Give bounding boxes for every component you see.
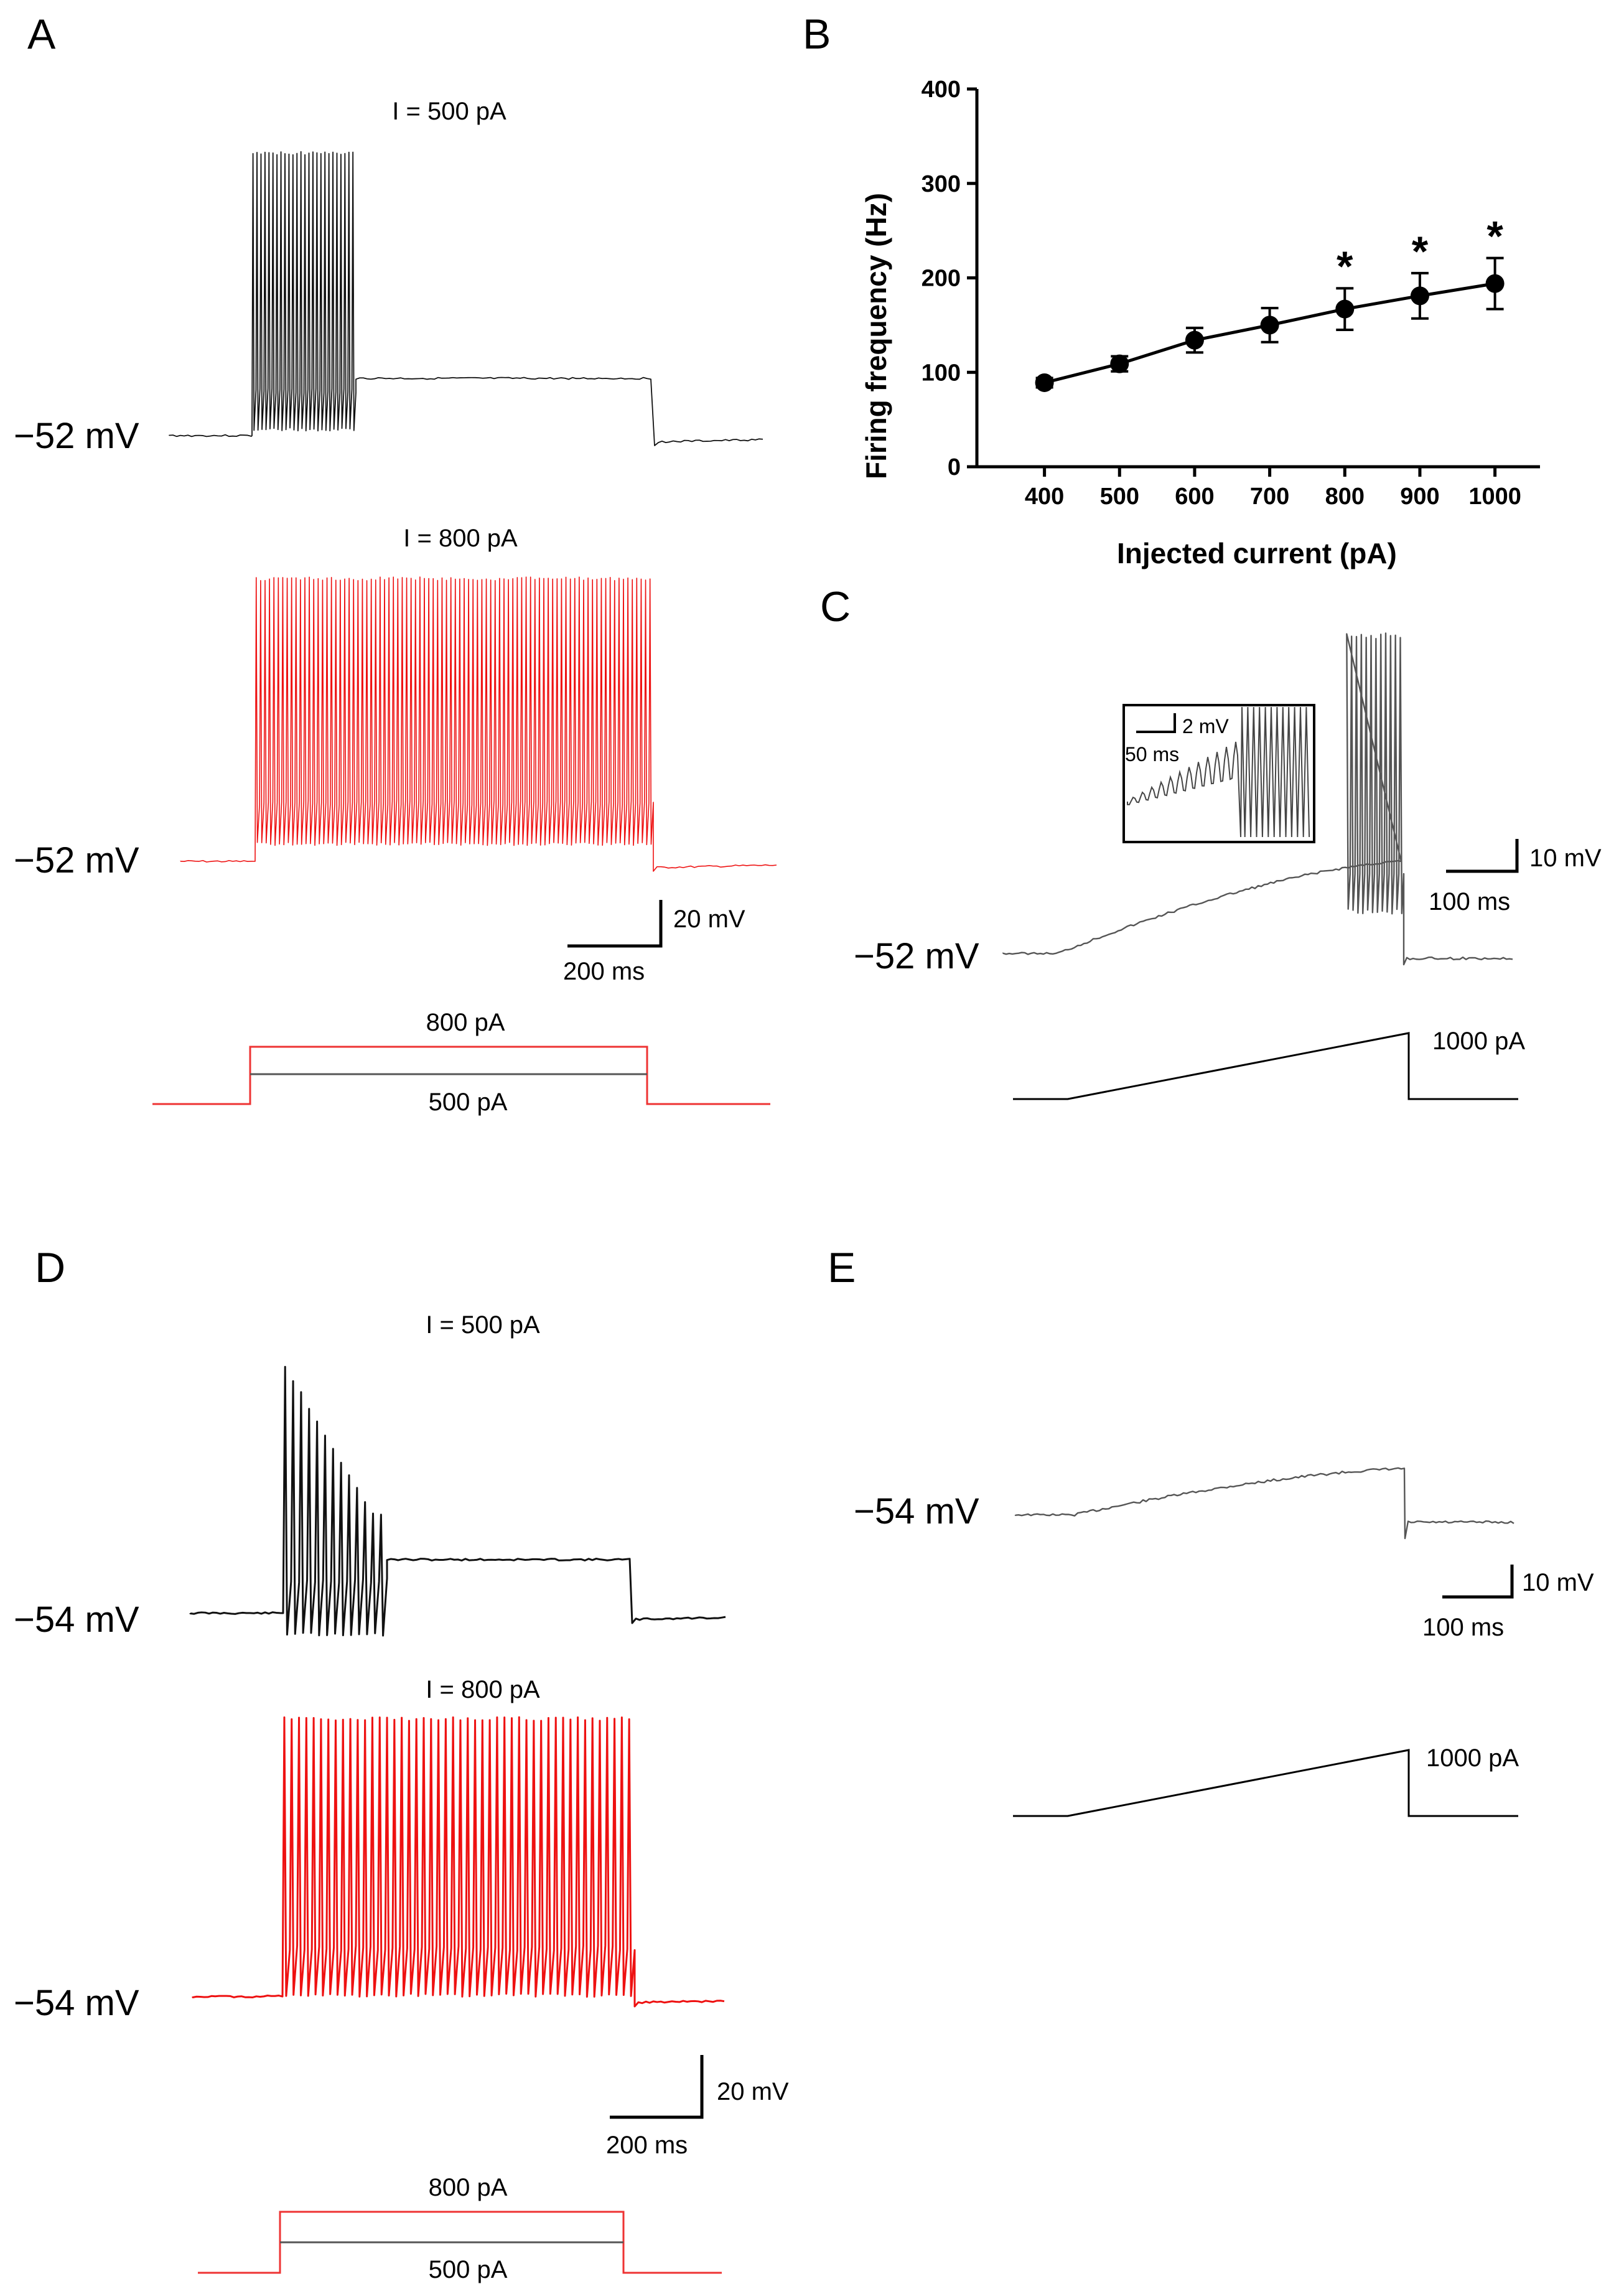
significance-star: * — [1486, 213, 1503, 260]
panel-a-vm-bottom: −52 mV — [14, 840, 139, 881]
x-tick-label: 400 — [1025, 484, 1064, 510]
panel-a-scale-t: 200 ms — [563, 958, 645, 985]
data-point — [1335, 299, 1355, 319]
significance-star: * — [1412, 228, 1429, 275]
y-tick-label: 100 — [922, 360, 961, 386]
panel-c-current-ramp — [1013, 1032, 1518, 1100]
panel-a-scale-v: 20 mV — [673, 906, 745, 933]
panel-d-step-low: 500 pA — [429, 2256, 508, 2283]
panel-c-scale-v: 10 mV — [1529, 845, 1602, 872]
panel-d-letter: D — [35, 1244, 65, 1291]
panel-c-inset-scale-v: 2 mV — [1182, 715, 1229, 737]
panel-e-vm: −54 mV — [854, 1491, 979, 1532]
y-tick-label: 200 — [922, 266, 961, 292]
data-point — [1260, 316, 1279, 335]
panel-a-step-low: 500 pA — [429, 1088, 508, 1116]
x-tick-label: 800 — [1325, 484, 1365, 510]
panel-d-trace-800pa — [192, 1716, 725, 2008]
y-tick-label: 400 — [922, 77, 961, 103]
panel-d-step-high: 800 pA — [429, 2174, 508, 2201]
panel-a-step-high: 800 pA — [426, 1009, 505, 1036]
data-point — [1110, 354, 1129, 373]
panel-e-current-ramp — [1013, 1749, 1518, 1817]
chart-y-axis-title: Firing frequency (Hz) — [860, 193, 892, 479]
panel-a-trace-500pa — [169, 151, 763, 446]
panel-d-scale-t: 200 ms — [606, 2132, 688, 2159]
panel-d-vm-bottom: −54 mV — [14, 1983, 139, 2023]
x-tick-label: 900 — [1400, 484, 1439, 510]
data-point — [1485, 274, 1505, 293]
panel-c-scale-t: 100 ms — [1429, 888, 1510, 915]
panel-c-inset — [1122, 704, 1315, 843]
panel-d-current-steps — [198, 2211, 722, 2274]
x-tick-label: 1000 — [1468, 484, 1521, 510]
panel-e-ramp-label: 1000 pA — [1426, 1744, 1519, 1772]
panel-a-top-label: I = 500 pA — [392, 98, 506, 125]
panel-e-scale-t: 100 ms — [1422, 1614, 1504, 1641]
panel-d-bottom-label: I = 800 pA — [426, 1676, 540, 1703]
panel-d-top-label: I = 500 pA — [426, 1311, 540, 1339]
panel-d-scale-bar — [610, 2055, 704, 2119]
panel-d-trace-500pa — [189, 1365, 726, 1637]
panel-d-scale-v: 20 mV — [717, 2078, 789, 2105]
x-tick-label: 600 — [1175, 484, 1214, 510]
panel-e-scale-v: 10 mV — [1522, 1569, 1594, 1596]
data-point — [1410, 286, 1429, 306]
panel-a-trace-800pa — [180, 576, 777, 872]
y-tick-label: 300 — [922, 171, 961, 197]
x-tick-label: 500 — [1100, 484, 1139, 510]
panel-e-ramp-response — [1014, 1467, 1514, 1540]
panel-a-scale-bar — [567, 900, 663, 948]
panel-a-vm-top: −52 mV — [14, 416, 139, 456]
panel-c-ramp-label: 1000 pA — [1432, 1027, 1525, 1055]
panel-d-vm-top: −54 mV — [14, 1599, 139, 1640]
panel-b-letter: B — [803, 11, 831, 58]
panel-c-vm: −52 mV — [854, 936, 979, 976]
panel-c-ramp-response — [1002, 632, 1513, 966]
panel-c-scale-bar — [1446, 839, 1519, 873]
panel-e-scale-bar — [1442, 1565, 1514, 1599]
firing-frequency-chart: 0 100 200 300 400 400 500 600 700 800 900 1000 * * * — [922, 77, 1540, 510]
panel-c-letter: C — [820, 583, 851, 630]
panel-a-bottom-label: I = 800 pA — [403, 525, 518, 552]
significance-star: * — [1337, 243, 1353, 290]
data-point — [1185, 330, 1204, 350]
chart-x-axis-title: Injected current (pA) — [1117, 537, 1397, 569]
panel-a-current-steps — [152, 1046, 770, 1105]
x-tick-label: 700 — [1250, 484, 1289, 510]
panel-c-inset-scale-t: 50 ms — [1125, 743, 1179, 765]
data-point — [1035, 373, 1054, 392]
panel-a-letter: A — [27, 11, 56, 58]
panel-e-letter: E — [828, 1244, 856, 1291]
y-tick-label: 0 — [948, 454, 961, 480]
